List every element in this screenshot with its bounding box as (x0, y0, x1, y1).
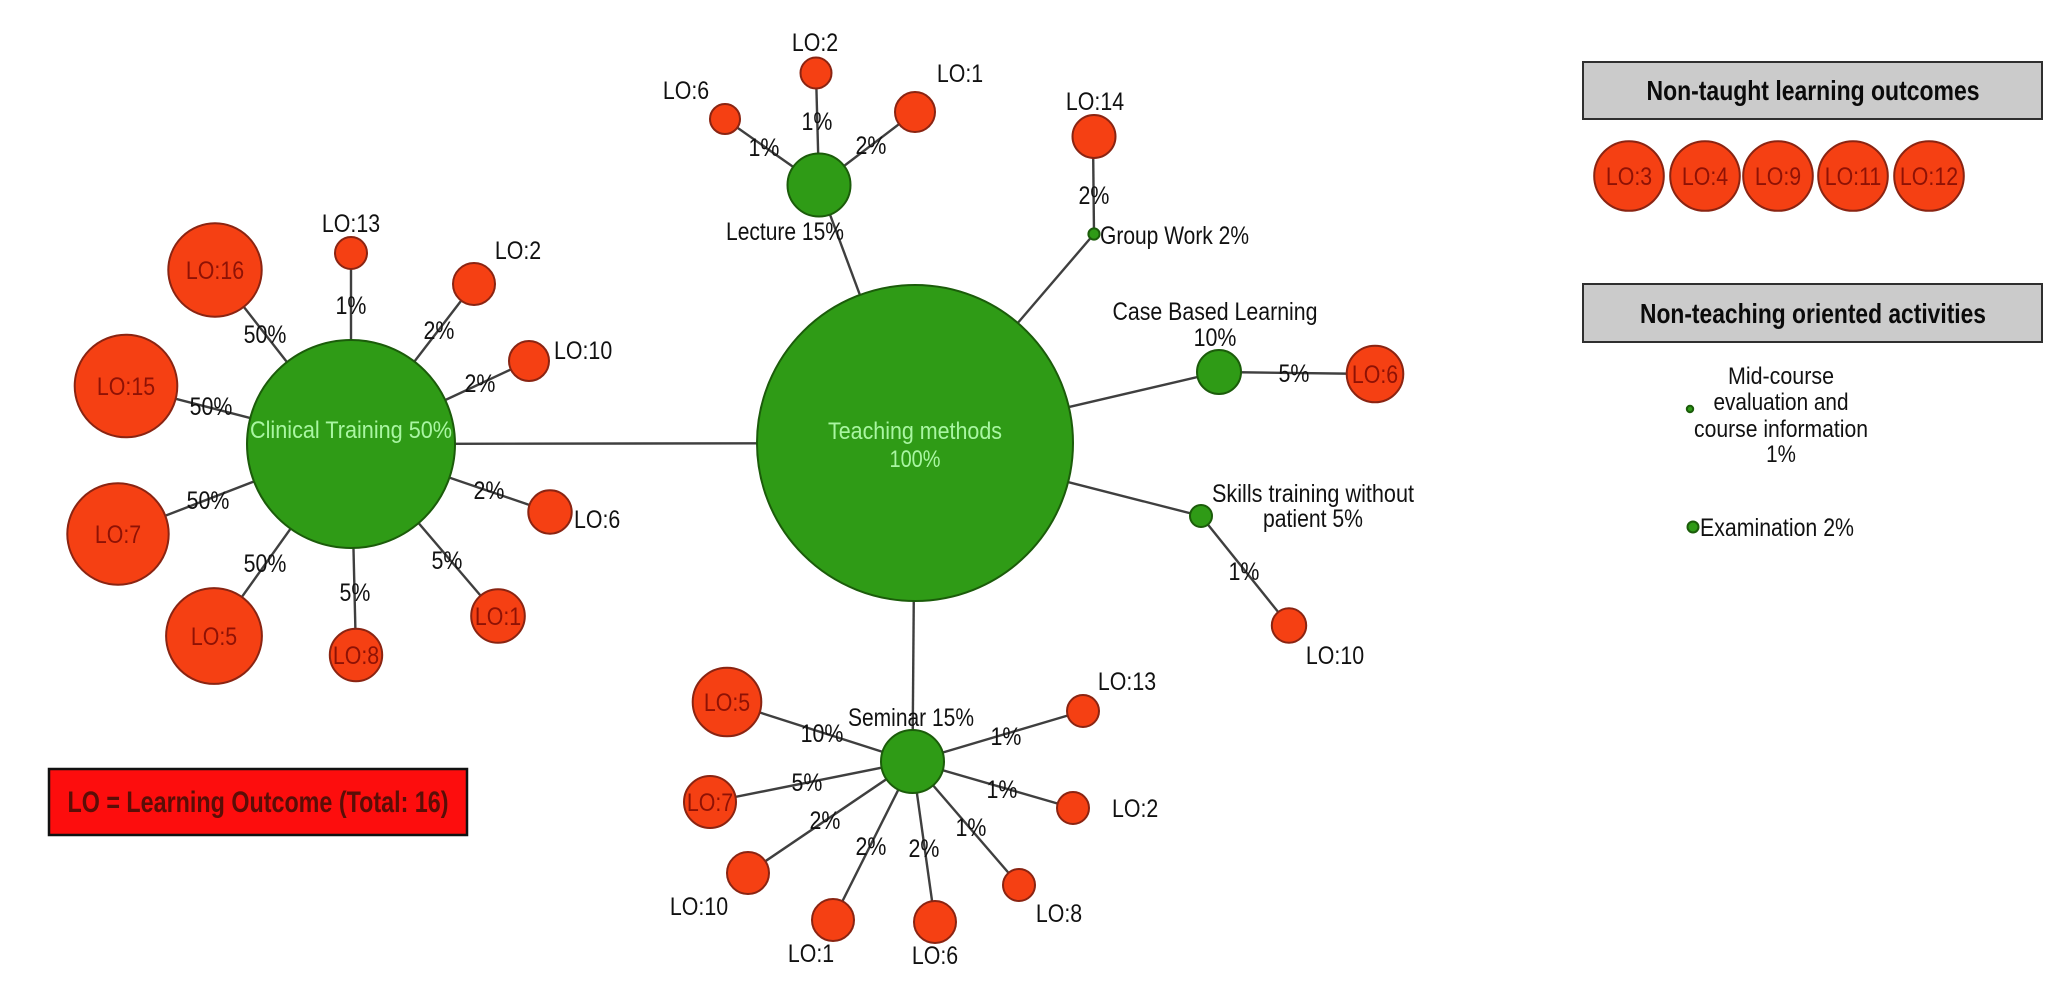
svg-text:2%: 2% (1079, 182, 1110, 210)
svg-text:1%: 1% (802, 108, 833, 136)
svg-text:2%: 2% (474, 477, 505, 505)
svg-text:LO:7: LO:7 (95, 521, 141, 549)
svg-text:10%: 10% (801, 720, 844, 748)
svg-text:50%: 50% (244, 550, 287, 578)
svg-text:LO:6: LO:6 (912, 942, 958, 970)
svg-text:LO:6: LO:6 (1352, 361, 1398, 389)
svg-text:Mid-course: Mid-course (1728, 363, 1834, 390)
svg-text:Non-taught learning outcomes: Non-taught learning outcomes (1647, 75, 1980, 106)
svg-text:2%: 2% (856, 132, 887, 160)
svg-text:LO:15: LO:15 (97, 373, 155, 401)
svg-text:1%: 1% (1766, 441, 1796, 468)
svg-text:LO:9: LO:9 (1755, 163, 1801, 191)
svg-text:100%: 100% (890, 446, 941, 473)
svg-text:LO:13: LO:13 (322, 210, 380, 238)
svg-text:2%: 2% (909, 835, 940, 863)
svg-text:2%: 2% (856, 833, 887, 861)
svg-text:LO:10: LO:10 (554, 337, 612, 365)
svg-text:Lecture 15%: Lecture 15% (726, 218, 844, 246)
svg-text:LO:13: LO:13 (1098, 668, 1156, 696)
svg-text:1%: 1% (956, 814, 987, 842)
svg-text:Case Based Learning: Case Based Learning (1113, 298, 1318, 326)
svg-text:5%: 5% (1279, 360, 1310, 388)
svg-text:LO:6: LO:6 (574, 506, 620, 534)
svg-text:LO:5: LO:5 (704, 689, 750, 717)
svg-text:LO:3: LO:3 (1606, 163, 1652, 191)
svg-text:LO:10: LO:10 (1306, 642, 1364, 670)
svg-text:50%: 50% (190, 393, 233, 421)
svg-text:1%: 1% (749, 134, 780, 162)
svg-text:evaluation and: evaluation and (1714, 389, 1849, 416)
svg-text:LO:1: LO:1 (475, 603, 521, 631)
svg-text:Examination 2%: Examination 2% (1700, 514, 1854, 542)
svg-text:LO:16: LO:16 (186, 257, 244, 285)
svg-text:2%: 2% (424, 317, 455, 345)
svg-text:2%: 2% (465, 370, 496, 398)
svg-text:10%: 10% (1194, 324, 1237, 352)
svg-text:LO:11: LO:11 (1825, 163, 1882, 191)
svg-text:5%: 5% (432, 547, 463, 575)
svg-text:Seminar 15%: Seminar 15% (848, 704, 974, 732)
svg-text:LO:5: LO:5 (191, 623, 237, 651)
svg-text:LO:2: LO:2 (495, 237, 541, 265)
svg-text:Clinical Training 50%: Clinical Training 50% (250, 417, 452, 444)
svg-text:5%: 5% (792, 769, 823, 797)
svg-text:50%: 50% (187, 487, 230, 515)
svg-text:LO:2: LO:2 (1112, 795, 1158, 823)
svg-text:1%: 1% (1229, 558, 1260, 586)
svg-text:patient 5%: patient 5% (1263, 505, 1363, 533)
svg-text:LO:10: LO:10 (670, 893, 728, 921)
svg-text:LO:4: LO:4 (1682, 163, 1728, 191)
svg-text:Non-teaching oriented activiti: Non-teaching oriented activities (1640, 298, 1986, 329)
svg-text:Skills training without: Skills training without (1212, 480, 1414, 508)
svg-text:LO:1: LO:1 (788, 940, 834, 968)
svg-text:LO:14: LO:14 (1066, 88, 1124, 116)
svg-text:LO = Learning Outcome (Total:: LO = Learning Outcome (Total: 16) (68, 786, 449, 819)
svg-text:Teaching methods: Teaching methods (828, 418, 1002, 445)
svg-text:LO:2: LO:2 (792, 29, 838, 57)
svg-text:2%: 2% (810, 807, 841, 835)
svg-text:LO:6: LO:6 (663, 77, 709, 105)
svg-text:LO:12: LO:12 (1900, 163, 1958, 191)
svg-text:course information: course information (1694, 416, 1868, 443)
svg-text:1%: 1% (336, 292, 367, 320)
svg-text:LO:8: LO:8 (1036, 900, 1082, 928)
svg-text:LO:1: LO:1 (937, 60, 983, 88)
svg-text:5%: 5% (340, 579, 371, 607)
svg-text:1%: 1% (987, 776, 1018, 804)
svg-text:Group Work 2%: Group Work 2% (1100, 222, 1249, 250)
svg-text:50%: 50% (244, 321, 287, 349)
svg-text:1%: 1% (991, 723, 1022, 751)
svg-text:LO:7: LO:7 (687, 789, 733, 817)
svg-text:LO:8: LO:8 (333, 642, 379, 670)
